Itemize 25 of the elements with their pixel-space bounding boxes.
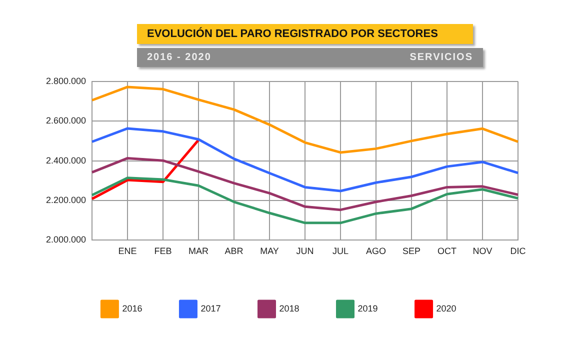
x-tick-label: JUN <box>296 246 314 256</box>
legend-label: 2019 <box>358 303 378 314</box>
x-tick-label: OCT <box>438 246 458 256</box>
y-tick-label: 2.400.000 <box>46 155 86 166</box>
x-tick-label: AGO <box>366 246 386 256</box>
x-tick-label: MAY <box>260 246 279 256</box>
y-tick-label: 2.600.000 <box>46 116 86 126</box>
legend-label: 2017 <box>200 303 221 314</box>
chart-subtitle: 2016 - 2020 <box>147 51 212 65</box>
text: SERVICIOS <box>410 51 473 65</box>
y-tick-label: 2.200.000 <box>46 194 86 205</box>
x-tick-label: SEP <box>402 246 421 256</box>
legend-label: 2020 <box>436 303 456 314</box>
x-tick-label: JUL <box>332 246 349 256</box>
x-tick-label: ENE <box>118 246 137 256</box>
x-tick-label: MAR <box>188 246 210 256</box>
y-tick-label: 2.800.000 <box>46 76 86 86</box>
x-tick-label: ABR <box>224 246 244 256</box>
legend-label: 2018 <box>279 303 300 314</box>
x-tick-label: DIC <box>510 246 526 256</box>
x-tick-label: NOV <box>472 246 492 256</box>
y-tick-label: 2.000.000 <box>46 234 86 245</box>
legend-label: 2016 <box>122 303 142 314</box>
chart-title: EVOLUCIÓN DEL PARO REGISTRADO POR SECTORES <box>137 24 473 44</box>
x-tick-label: FEB <box>154 246 172 256</box>
